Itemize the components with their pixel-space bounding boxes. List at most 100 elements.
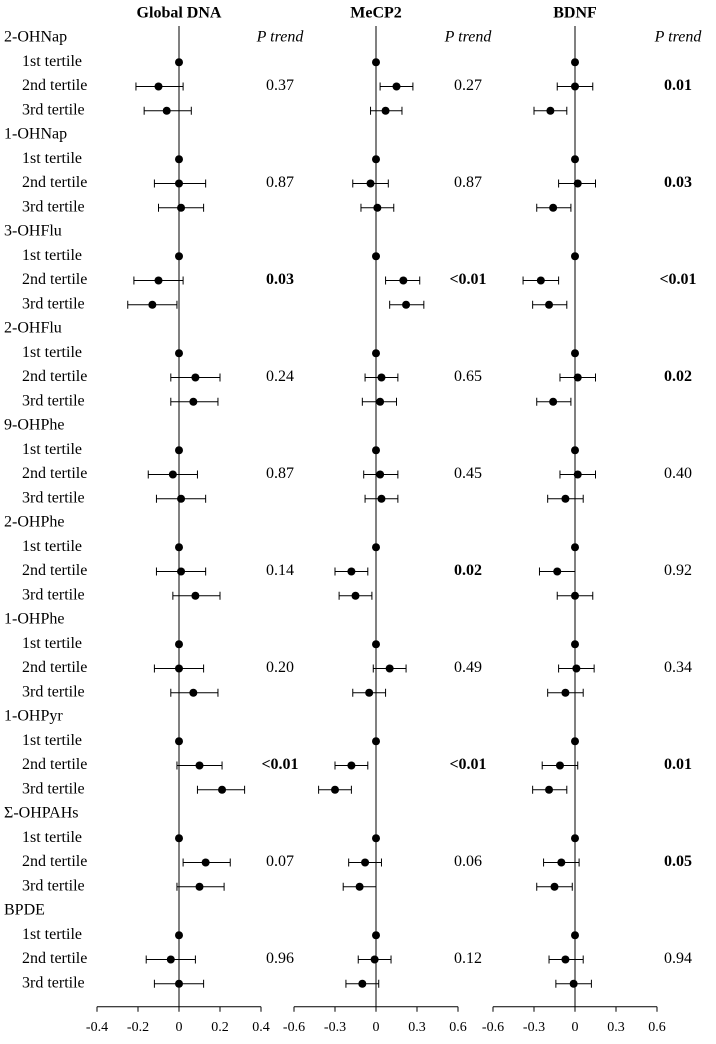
p-trend-value: 0.96 bbox=[266, 950, 294, 967]
estimate-point bbox=[175, 58, 183, 67]
x-tick-label: 0 bbox=[373, 1020, 380, 1035]
estimate-point bbox=[385, 664, 394, 673]
estimate-point bbox=[218, 785, 227, 794]
estimate-point bbox=[372, 252, 380, 261]
x-tick-label: 0.3 bbox=[607, 1020, 625, 1035]
tertile-label: 3rd tertile bbox=[22, 877, 85, 894]
estimate-point bbox=[571, 931, 579, 940]
p-trend-value: 0.03 bbox=[664, 174, 692, 191]
p-trend-value: 0.92 bbox=[664, 562, 692, 579]
p-trend-value: 0.34 bbox=[664, 659, 692, 676]
x-tick-label: 0.6 bbox=[648, 1020, 666, 1035]
estimate-point bbox=[573, 470, 582, 479]
tertile-label: 3rd tertile bbox=[22, 586, 85, 603]
estimate-point bbox=[347, 761, 356, 770]
estimate-point bbox=[175, 349, 183, 358]
estimate-point bbox=[571, 58, 579, 67]
group-label: 1-OHPhe bbox=[4, 611, 64, 628]
p-trend-value: 0.45 bbox=[454, 465, 482, 482]
tertile-label: 2nd tertile bbox=[22, 756, 87, 773]
tertile-label: 3rd tertile bbox=[22, 780, 85, 797]
p-trend-value: 0.01 bbox=[664, 77, 692, 94]
p-trend-header: P trend bbox=[444, 29, 493, 46]
estimate-point bbox=[571, 252, 579, 261]
estimate-point bbox=[376, 397, 385, 406]
estimate-point bbox=[370, 955, 379, 964]
p-trend-value: 0.37 bbox=[266, 77, 294, 94]
estimate-point bbox=[376, 470, 385, 479]
estimate-point bbox=[545, 300, 554, 309]
group-label: 9-OHPhe bbox=[4, 417, 64, 434]
estimate-point bbox=[549, 203, 558, 212]
tertile-label: 1st tertile bbox=[22, 732, 82, 749]
estimate-point bbox=[561, 955, 570, 964]
estimate-point bbox=[166, 955, 175, 964]
estimate-point bbox=[366, 179, 375, 188]
estimate-point bbox=[175, 834, 183, 843]
estimate-point bbox=[358, 979, 367, 988]
p-trend-value: 0.65 bbox=[454, 368, 482, 385]
estimate-point bbox=[148, 300, 157, 309]
p-trend-value: 0.24 bbox=[266, 368, 294, 385]
panel-title: BDNF bbox=[553, 5, 597, 22]
estimate-point bbox=[175, 664, 183, 673]
estimate-point bbox=[545, 785, 554, 794]
x-tick-label: -0.6 bbox=[482, 1020, 504, 1035]
tertile-label: 3rd tertile bbox=[22, 489, 85, 506]
estimate-point bbox=[571, 155, 579, 164]
estimate-point bbox=[571, 446, 579, 455]
x-tick-label: 0.4 bbox=[252, 1020, 270, 1035]
tertile-label: 1st tertile bbox=[22, 926, 82, 943]
p-trend-value: 0.14 bbox=[266, 562, 294, 579]
p-trend-value: 0.03 bbox=[266, 271, 294, 288]
estimate-point bbox=[168, 470, 177, 479]
estimate-point bbox=[571, 834, 579, 843]
estimate-point bbox=[555, 761, 564, 770]
group-label: 2-OHFlu bbox=[4, 320, 62, 337]
group-label: 1-OHPyr bbox=[4, 708, 63, 725]
estimate-point bbox=[175, 446, 183, 455]
p-trend-value: 0.06 bbox=[454, 853, 482, 870]
x-tick-label: 0.3 bbox=[408, 1020, 426, 1035]
estimate-point bbox=[569, 979, 578, 988]
tertile-label: 2nd tertile bbox=[22, 659, 87, 676]
p-trend-value: 0.27 bbox=[454, 77, 482, 94]
estimate-point bbox=[347, 567, 356, 576]
estimate-point bbox=[175, 179, 183, 188]
x-tick-label: -0.6 bbox=[283, 1020, 305, 1035]
estimate-point bbox=[175, 543, 183, 552]
p-trend-value: 0.87 bbox=[454, 174, 482, 191]
tertile-label: 1st tertile bbox=[22, 53, 82, 70]
estimate-point bbox=[191, 591, 200, 600]
estimate-point bbox=[573, 179, 582, 188]
p-trend-value: 0.05 bbox=[664, 853, 692, 870]
estimate-point bbox=[175, 979, 183, 988]
estimate-point bbox=[392, 82, 401, 91]
p-trend-value: 0.02 bbox=[664, 368, 692, 385]
p-trend-value: <0.01 bbox=[449, 271, 486, 288]
estimate-point bbox=[561, 688, 570, 697]
p-trend-value: <0.01 bbox=[449, 756, 486, 773]
estimate-point bbox=[189, 688, 198, 697]
tertile-label: 3rd tertile bbox=[22, 295, 85, 312]
estimate-point bbox=[571, 640, 579, 649]
estimate-point bbox=[550, 882, 559, 891]
x-tick-label: 0.6 bbox=[449, 1020, 467, 1035]
estimate-point bbox=[154, 276, 163, 285]
tertile-label: 3rd tertile bbox=[22, 198, 85, 215]
tertile-label: 2nd tertile bbox=[22, 368, 87, 385]
estimate-point bbox=[557, 858, 566, 867]
x-tick-label: -0.3 bbox=[523, 1020, 545, 1035]
x-tick-label: 0 bbox=[176, 1020, 183, 1035]
p-trend-value: 0.01 bbox=[664, 756, 692, 773]
estimate-point bbox=[175, 737, 183, 746]
p-trend-value: 0.20 bbox=[266, 659, 294, 676]
estimate-point bbox=[381, 106, 390, 115]
x-tick-label: 0.2 bbox=[211, 1020, 229, 1035]
estimate-point bbox=[372, 155, 380, 164]
estimate-point bbox=[571, 82, 579, 91]
panel-title: Global DNA bbox=[137, 5, 222, 22]
p-trend-value: 0.07 bbox=[266, 853, 294, 870]
estimate-point bbox=[177, 494, 186, 503]
